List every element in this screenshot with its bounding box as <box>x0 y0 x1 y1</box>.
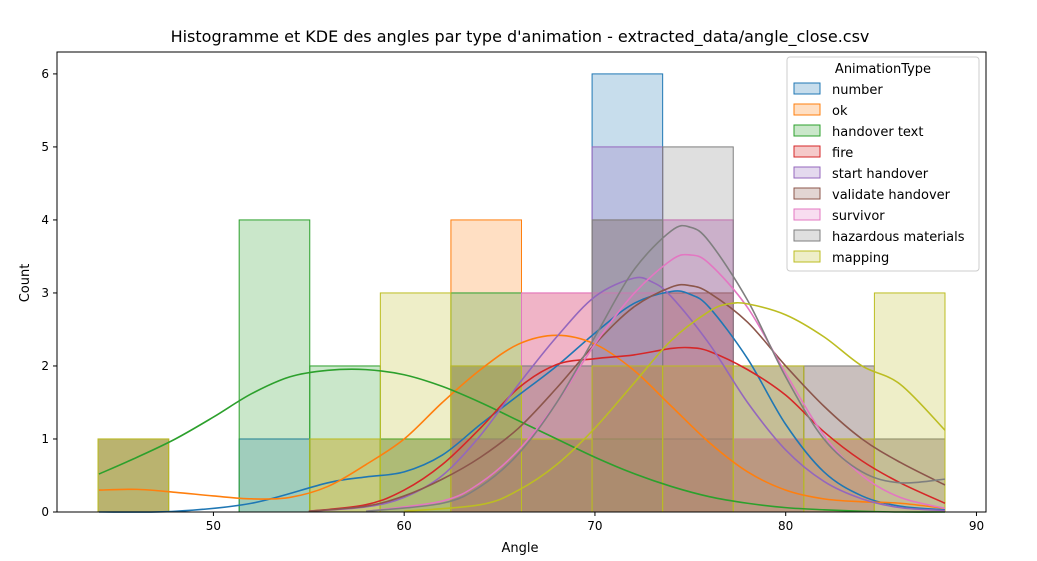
legend-label: number <box>832 83 883 98</box>
legend-label: validate handover <box>832 188 951 203</box>
y-tick-label: 5 <box>41 140 49 154</box>
chart-title: Histogramme et KDE des angles par type d… <box>171 27 870 47</box>
x-tick-label: 80 <box>778 519 793 533</box>
legend-label: start handover <box>832 167 929 182</box>
bar-start-handover-7 <box>591 146 664 513</box>
legend-entry-ok: ok <box>793 103 848 119</box>
bar-hazardous-materials-5 <box>450 438 522 513</box>
bar-mapping-6 <box>521 438 593 513</box>
legend-entry-handover-text: handover text <box>793 124 923 140</box>
legend-frame <box>786 56 980 272</box>
bar-mapping-0 <box>97 438 170 513</box>
bar-handover-text-2 <box>238 219 311 513</box>
bar-hazardous-materials-9 <box>732 365 805 513</box>
x-axis-label: Angle <box>502 541 539 556</box>
bar-survivor-5 <box>450 438 522 513</box>
y-tick-label: 4 <box>41 213 49 227</box>
bars-fire <box>450 292 875 513</box>
legend-label: mapping <box>832 251 889 266</box>
x-tick-label: 60 <box>397 519 412 533</box>
bars-ok <box>97 219 734 513</box>
bar-mapping-4 <box>379 292 452 513</box>
legend-label: fire <box>832 146 853 161</box>
y-tick-label: 1 <box>41 432 49 446</box>
legend-label: survivor <box>832 209 885 224</box>
legend-swatch <box>793 250 821 263</box>
bars-mapping <box>97 292 946 513</box>
legend-entry-validate-handover: validate handover <box>793 187 951 203</box>
legend-entry-fire: fire <box>793 145 853 161</box>
bars-survivor <box>450 219 875 513</box>
axes-layer: 50 60 70 80 90 0 1 2 3 4 5 6 <box>41 51 987 533</box>
legend-label: ok <box>832 104 848 119</box>
legend-swatch <box>793 103 821 116</box>
bar-fire-5 <box>450 438 522 513</box>
y-tick-label: 0 <box>41 505 49 519</box>
kde-line-mapping <box>404 301 946 513</box>
y-axis-label: Count <box>18 264 33 303</box>
legend-swatch <box>793 166 821 179</box>
plot-frame <box>56 51 987 513</box>
legend-label: hazardous materials <box>832 230 965 245</box>
kde-line-validate-handover <box>308 283 946 513</box>
legend-entry-survivor: survivor <box>793 208 885 224</box>
legend-entries: number ok handover text fire start handover v… <box>793 82 965 266</box>
legend-entry-mapping: mapping <box>793 250 889 266</box>
y-tick-label: 2 <box>41 359 49 373</box>
legend-entry-hazardous-materials: hazardous materials <box>793 229 965 245</box>
bar-mapping-3 <box>309 438 381 513</box>
kde-line-survivor <box>365 253 946 513</box>
legend-entry-start-handover: start handover <box>793 166 929 182</box>
bar-survivor-7 <box>591 292 664 513</box>
x-tick-label: 70 <box>587 519 602 533</box>
kde-line-handover-text <box>98 368 945 513</box>
legend-swatch <box>793 187 821 200</box>
bar-mapping-9 <box>732 365 805 513</box>
kde-line-number <box>98 290 946 513</box>
legend: AnimationType number ok handover text fire s… <box>786 56 980 272</box>
bar-mapping-5 <box>450 365 522 513</box>
x-tick-label: 90 <box>969 519 984 533</box>
x-tick-label: 50 <box>206 519 221 533</box>
legend-swatch <box>793 82 821 95</box>
legend-swatch <box>793 145 821 158</box>
kde-line-ok <box>98 334 946 510</box>
bar-fire-9 <box>732 438 805 513</box>
legend-label: handover text <box>832 125 923 140</box>
bar-number-2 <box>238 438 311 513</box>
legend-swatch <box>793 208 821 221</box>
bar-handover-text-7 <box>591 438 664 513</box>
bar-start-handover-5 <box>450 438 522 513</box>
kde-line-fire <box>308 346 946 513</box>
legend-title: AnimationType <box>835 62 931 77</box>
legend-swatch <box>793 124 821 137</box>
kde-line-start-handover <box>308 276 946 513</box>
bar-mapping-8 <box>662 365 734 513</box>
legend-entry-number: number <box>793 82 883 98</box>
legend-swatch <box>793 229 821 242</box>
y-tick-label: 6 <box>41 67 49 81</box>
kde-line-hazardous-materials <box>365 224 946 513</box>
y-tick-label: 3 <box>41 286 49 300</box>
kde-layer <box>98 224 946 513</box>
